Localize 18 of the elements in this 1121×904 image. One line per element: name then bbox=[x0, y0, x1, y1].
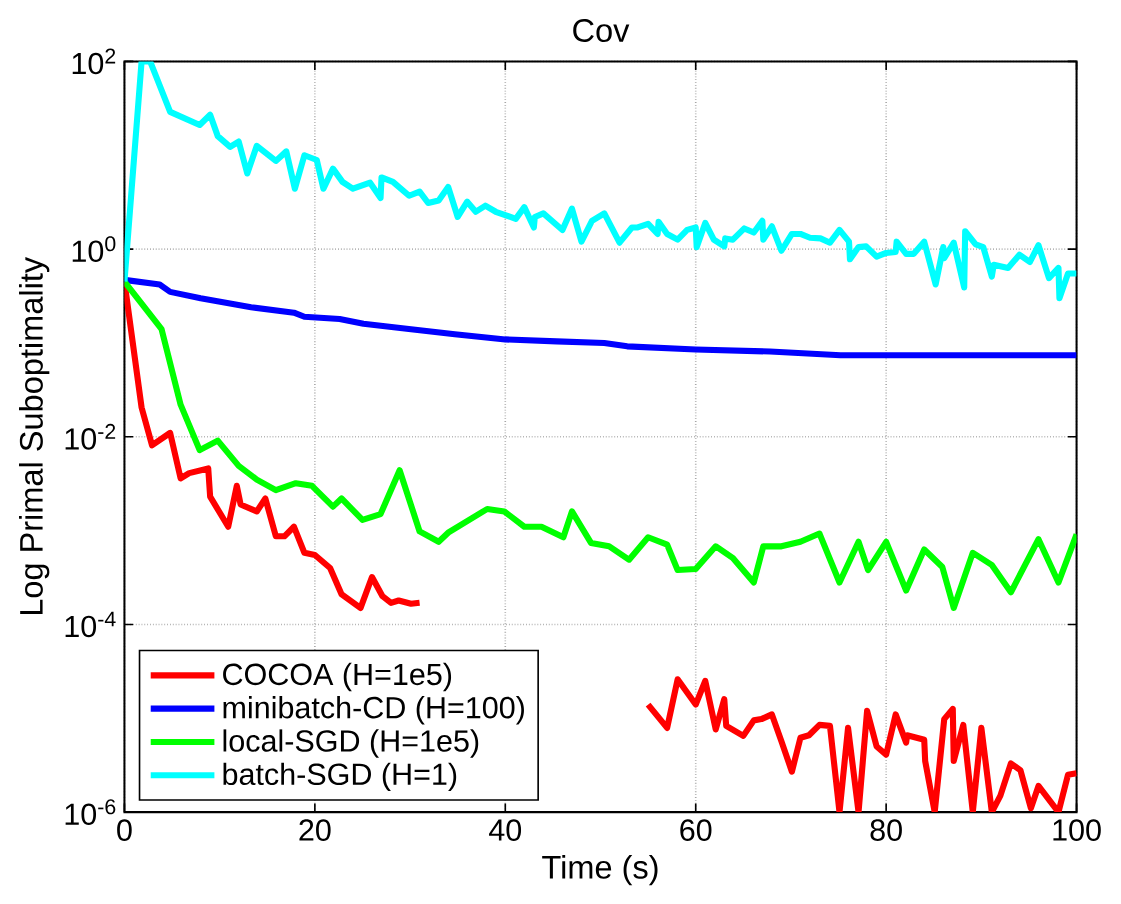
y-tick-label: 10$^{0}$ bbox=[72, 236, 116, 262]
y-tick-label: 10$^{-6}$ bbox=[65, 799, 116, 825]
x-tick-label: 0 bbox=[117, 819, 132, 841]
legend-label: local-SGD (H=1e5) bbox=[223, 729, 479, 758]
y-tick-label: 10$^{-2}$ bbox=[65, 423, 116, 450]
legend-label: COCOA (H=1e5) bbox=[223, 662, 452, 692]
x-tick-label: 100 bbox=[1053, 819, 1101, 841]
y-tick-label: 10$^{2}$ bbox=[72, 48, 116, 75]
legend-label: batch-SGD (H=1) bbox=[223, 762, 457, 792]
x-tick-label: 60 bbox=[680, 819, 712, 841]
x-tick-label: 20 bbox=[299, 819, 331, 841]
x-tick-label: 40 bbox=[489, 819, 522, 841]
y-tick-label: 10$^{-4}$ bbox=[65, 611, 116, 638]
x-tick-label: 80 bbox=[870, 819, 902, 841]
legend-label: minibatch-CD (H=100) bbox=[223, 695, 524, 725]
y-axis-title: Log Primal Suboptimality bbox=[19, 256, 50, 615]
x-axis-title: Time (s) bbox=[542, 854, 658, 886]
chart-title: Cov bbox=[573, 18, 630, 42]
